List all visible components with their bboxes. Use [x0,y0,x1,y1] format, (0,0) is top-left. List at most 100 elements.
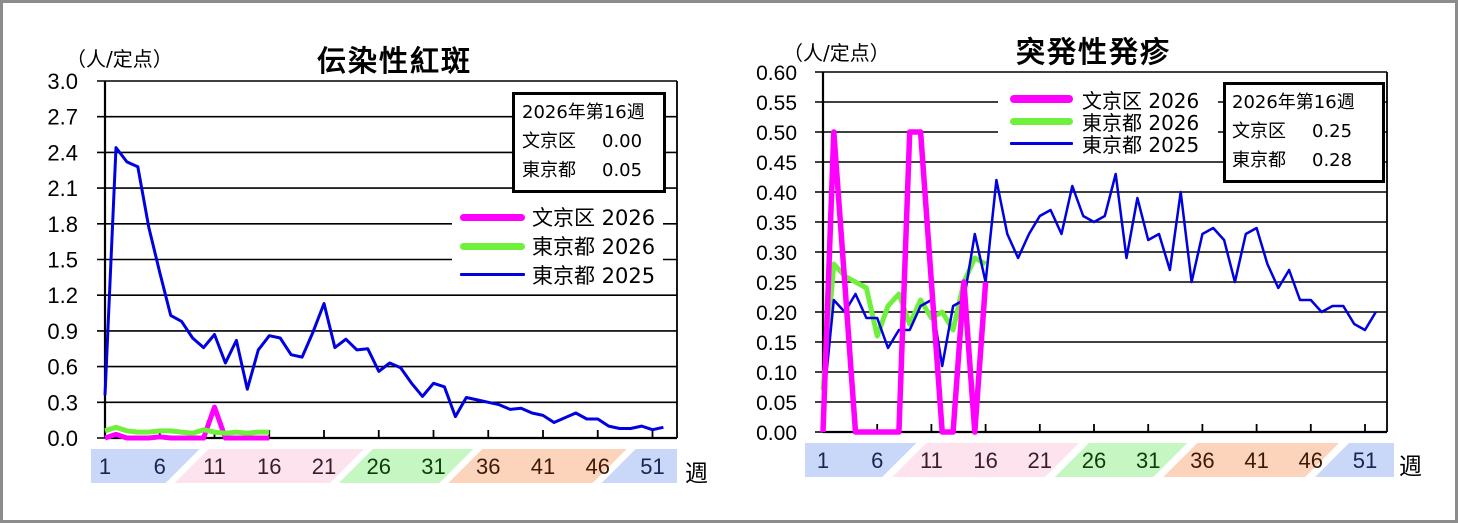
legend-label: 東京都 2026 [532,235,656,260]
info-row-bunkyo: 文京区 0.00 [522,127,663,156]
legend-line-swatch [460,242,525,250]
legend-label: 東京都 2025 [532,263,656,288]
chart-legend: 文京区 2026 東京都 2026 東京都 2025 [452,203,663,291]
info-heading: 2026年第16週 [1232,92,1355,113]
y-tick-label: 1.8 [47,212,78,237]
y-tick-label: 0.10 [756,362,797,385]
legend-item-tokyo-2025: 東京都 2025 [998,132,1218,157]
chart-legend: 文京区 2026 東京都 2026 東京都 2025 [998,88,1218,158]
x-tick-label: 36 [1190,448,1214,473]
info-row-bunkyo: 文京区 0.25 [1232,117,1382,146]
y-tick-label: 0.20 [756,302,797,325]
series-line [820,129,989,435]
legend-item-bunkyo-2026: 文京区 2026 [452,203,663,232]
x-tick-label: 6 [154,454,166,479]
x-tick-label: 16 [973,448,997,473]
season-band [1315,443,1394,477]
legend-item-tokyo-2026: 東京都 2026 [452,232,663,261]
y-tick-label: 0.55 [756,92,797,115]
y-tick-label: 2.4 [47,140,78,165]
x-tick-label: 31 [1136,448,1160,473]
latest-week-info-box: 2026年第16週 文京区 0.00 東京都 0.05 [512,92,666,193]
legend-item-bunkyo-2026: 文京区 2026 [998,88,1218,113]
season-band [805,443,917,477]
x-tick-label: 16 [257,454,281,479]
series-line [103,146,664,432]
y-tick-label: 0.45 [756,152,797,175]
season-band-axis [805,443,1394,477]
y-tick-label: 0.60 [756,62,797,85]
legend-item-tokyo-2025: 東京都 2025 [452,260,663,289]
x-tick-label: 26 [1082,448,1106,473]
season-band [174,449,364,483]
season-band [338,449,474,483]
y-tick-label: 0.35 [756,212,797,235]
legend-label: 文京区 2026 [1082,88,1200,113]
x-tick-label: 41 [531,454,555,479]
x-tick-label: 46 [1299,448,1323,473]
x-tick-label: 36 [476,454,500,479]
season-band [1163,443,1340,477]
x-tick-label: 1 [99,454,111,479]
series-line [104,424,270,436]
legend-line-swatch [460,213,525,221]
info-value: 0.00 [602,131,643,152]
chart-title: 突発性発疹 [1016,35,1172,69]
x-tick-label: 21 [1028,448,1052,473]
info-label: 文京区 [1232,121,1286,142]
chart-title: 伝染性紅斑 [317,44,473,78]
x-tick-label: 21 [312,454,336,479]
y-tick-label: 0.05 [756,392,797,415]
y-axis-unit-label: （人/定点） [66,47,173,71]
legend-label: 東京都 2025 [1082,132,1200,157]
x-axis-unit-label: 週 [685,461,708,487]
y-tick-label: 0.50 [756,122,797,145]
y-axis-unit-label: （人/定点） [783,41,890,65]
legend-label: 文京区 2026 [532,206,656,231]
y-tick-label: 0.40 [756,182,797,205]
x-tick-label: 11 [203,454,226,479]
y-tick-label: 0.25 [756,272,797,295]
info-value: 0.25 [1312,121,1353,142]
x-tick-label: 6 [871,448,883,473]
season-band [448,449,627,483]
series-line [821,172,1377,409]
y-tick-label: 1.5 [47,248,78,273]
y-tick-label: 3.0 [47,69,78,94]
season-band-axis [91,449,677,483]
y-tick-label: 0.6 [47,355,78,380]
x-tick-label: 11 [920,448,943,473]
season-band [892,443,1079,477]
season-band [91,449,200,483]
y-tick-label: 0.15 [756,332,797,355]
legend-line-swatch [1010,117,1073,125]
x-tick-label: 46 [586,454,610,479]
y-tick-label: 0.00 [756,422,797,445]
legend-label: 東京都 2026 [1082,110,1200,135]
y-tick-label: 1.2 [47,283,78,308]
legend-item-tokyo-2026: 東京都 2026 [998,110,1218,135]
y-tick-label: 0.30 [756,242,797,265]
y-tick-label: 2.1 [47,176,78,201]
y-tick-label: 0.3 [47,390,78,415]
info-label: 文京区 [522,131,576,152]
series-line [104,404,270,441]
info-value: 0.28 [1312,150,1353,171]
y-tick-label: 0.9 [47,319,78,344]
season-band [1054,443,1188,477]
y-tick-label: 2.7 [47,105,78,130]
legend-line-swatch [1010,141,1073,145]
latest-week-info-box: 2026年第16週 文京区 0.25 東京都 0.28 [1223,82,1385,183]
legend-line-swatch [460,273,525,277]
legend-line-swatch [1010,95,1073,103]
x-tick-label: 1 [817,448,829,473]
x-tick-label: 31 [421,454,445,479]
season-band [601,449,677,483]
info-label: 東京都 [1232,150,1286,171]
x-tick-label: 41 [1244,448,1268,473]
info-row-tokyo: 東京都 0.05 [522,156,663,185]
x-tick-label: 51 [640,454,664,479]
